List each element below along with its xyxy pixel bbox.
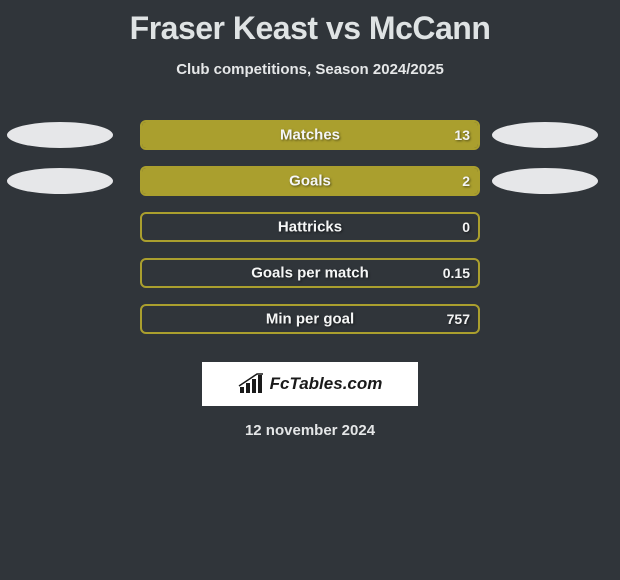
stat-bar: Min per goal 757 [140, 304, 480, 334]
stat-row: Min per goal 757 [0, 296, 620, 342]
stat-row: Goals per match 0.15 [0, 250, 620, 296]
stat-value: 0.15 [443, 265, 470, 281]
stat-bar: Goals 2 [140, 166, 480, 196]
logo-box: FcTables.com [202, 362, 418, 406]
ellipse-left [7, 168, 113, 194]
page-title: Fraser Keast vs McCann [0, 0, 620, 47]
stats-container: Matches 13 Goals 2 Hattricks 0 Goals per match… [0, 112, 620, 342]
stat-value: 2 [462, 173, 470, 189]
stat-row: Hattricks 0 [0, 204, 620, 250]
stat-value: 0 [462, 219, 470, 235]
subtitle: Club competitions, Season 2024/2025 [0, 61, 620, 78]
date-label: 12 november 2024 [0, 422, 620, 439]
logo-text: FcTables.com [270, 374, 383, 394]
stat-label: Goals per match [251, 265, 369, 282]
stat-value: 13 [454, 127, 470, 143]
stat-row: Matches 13 [0, 112, 620, 158]
stat-label: Matches [280, 127, 340, 144]
ellipse-right [492, 168, 598, 194]
ellipse-left [7, 122, 113, 148]
stat-value: 757 [447, 311, 470, 327]
stat-bar: Hattricks 0 [140, 212, 480, 242]
stat-bar: Matches 13 [140, 120, 480, 150]
stat-bar: Goals per match 0.15 [140, 258, 480, 288]
stat-label: Hattricks [278, 219, 342, 236]
ellipse-right [492, 122, 598, 148]
stat-label: Min per goal [266, 311, 354, 328]
stat-row: Goals 2 [0, 158, 620, 204]
barchart-icon [238, 373, 264, 395]
stat-label: Goals [289, 173, 331, 190]
